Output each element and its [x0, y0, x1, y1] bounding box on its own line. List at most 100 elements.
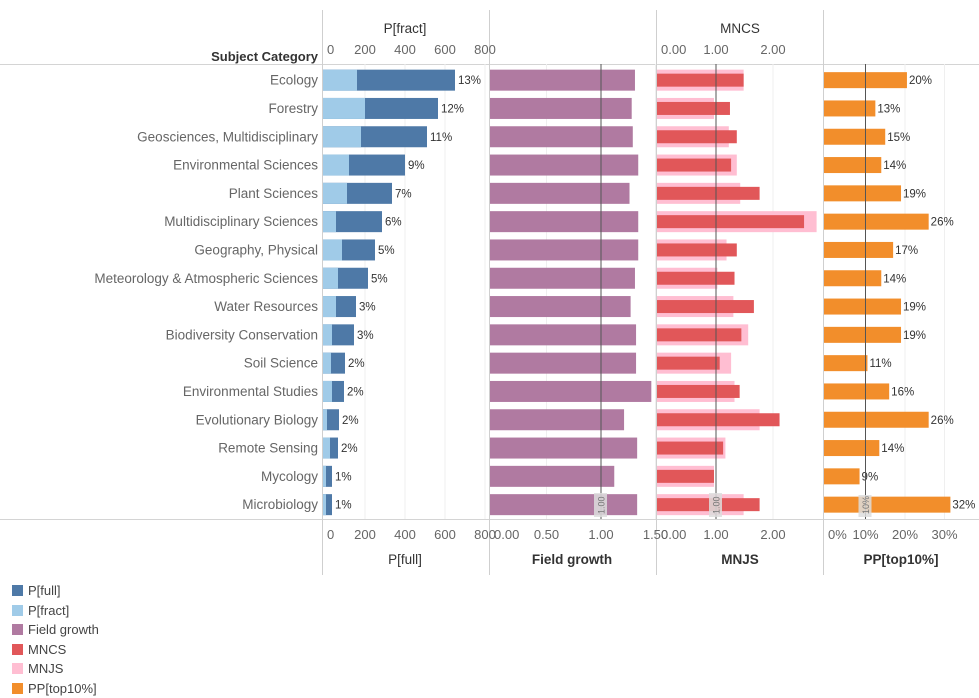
p-fract-bar	[323, 494, 326, 515]
legend-swatch	[12, 644, 23, 655]
mncs-top-title: MNCS	[720, 21, 760, 36]
pp-data-label: 15%	[887, 132, 910, 144]
growth-bottom-tick-label: 0.00	[494, 527, 519, 542]
p-data-label: 11%	[430, 132, 452, 144]
category-label: Water Resources	[214, 299, 318, 314]
growth-bar	[490, 211, 638, 232]
category-label: Geosciences, Multidisciplinary	[137, 129, 318, 144]
pp-ref-label: 10%	[861, 496, 871, 514]
growth-bottom-tick-label: 0.50	[534, 527, 559, 542]
pp-bar	[824, 214, 929, 230]
growth-bar	[490, 466, 614, 487]
pp-data-label: 14%	[881, 443, 904, 455]
legend-label: Field growth	[28, 622, 99, 637]
mncs-top-tick-label: 2.00	[760, 42, 785, 57]
p-data-label: 5%	[371, 273, 388, 285]
growth-bar	[490, 239, 638, 260]
mncs-bar	[657, 328, 741, 341]
category-label: Soil Science	[244, 356, 318, 371]
growth-bar	[490, 183, 630, 204]
p-data-label: 7%	[395, 188, 412, 200]
growth-bar	[490, 353, 636, 374]
pp-bar	[824, 157, 881, 173]
legend-item[interactable]: P[fract]	[12, 601, 99, 621]
category-label: Microbiology	[242, 497, 318, 512]
pp-data-label: 26%	[931, 415, 954, 427]
growth-ref-label: 1.00	[597, 496, 607, 514]
pp-data-label: 20%	[909, 75, 932, 87]
pp-data-label: 14%	[883, 160, 906, 172]
growth-bottom-title: Field growth	[532, 552, 612, 567]
mncs-bar	[657, 187, 760, 200]
p-data-label: 1%	[335, 500, 352, 512]
p-fract-bar	[323, 70, 357, 91]
pp-bar	[824, 270, 881, 286]
legend-label: P[full]	[28, 583, 61, 598]
mncs-bar	[657, 159, 731, 172]
mncs-bar	[657, 442, 723, 455]
pp-data-label: 32%	[952, 500, 975, 512]
category-label: Plant Sciences	[229, 186, 319, 201]
mncs-bar	[657, 357, 720, 370]
p-data-label: 3%	[359, 302, 376, 314]
growth-bar	[490, 155, 638, 176]
category-label: Environmental Studies	[183, 384, 318, 399]
growth-bar	[490, 494, 637, 515]
category-label: Geography, Physical	[194, 242, 318, 257]
p-data-label: 9%	[408, 160, 425, 172]
category-label: Ecology	[270, 73, 318, 88]
growth-bar	[490, 409, 624, 430]
mncs-bottom-tick-label: 0.00	[661, 527, 686, 542]
p-data-label: 2%	[342, 415, 359, 427]
mncs-top-tick-label: 1.00	[703, 42, 728, 57]
growth-bar	[490, 324, 636, 345]
legend-swatch	[12, 605, 23, 616]
growth-bottom-tick-label: 1.00	[588, 527, 613, 542]
pp-bottom-tick-label: 0%	[828, 527, 847, 542]
p-top-tick-label: 800	[474, 42, 496, 57]
pp-bar	[824, 327, 901, 343]
mncs-ref-label: 1.00	[712, 496, 722, 514]
mncs-bottom-tick-label: 2.00	[760, 527, 785, 542]
category-label: Meteorology & Atmospheric Sciences	[94, 271, 318, 286]
p-top-tick-label: 0	[327, 42, 334, 57]
mncs-bar	[657, 413, 780, 426]
p-bottom-tick-label: 400	[394, 527, 416, 542]
p-fract-bar	[323, 239, 342, 260]
mncs-bar	[657, 130, 737, 143]
growth-bar	[490, 438, 637, 459]
pp-bar	[824, 497, 950, 513]
legend-label: MNCS	[28, 642, 66, 657]
mncs-bar	[657, 498, 760, 511]
legend-item[interactable]: MNCS	[12, 640, 99, 660]
pp-bar	[824, 355, 867, 371]
pp-data-label: 11%	[869, 358, 891, 370]
pp-bar	[824, 440, 879, 456]
pp-bar	[824, 383, 889, 399]
p-fract-bar	[323, 98, 365, 119]
legend-label: MNJS	[28, 661, 63, 676]
pp-bar	[824, 412, 929, 428]
row-header: Subject Category	[211, 49, 319, 64]
mncs-bar	[657, 470, 714, 483]
pp-bar	[824, 468, 860, 484]
p-top-tick-label: 200	[354, 42, 376, 57]
pp-data-label: 9%	[862, 471, 879, 483]
legend-item[interactable]: MNJS	[12, 659, 99, 679]
legend-swatch	[12, 663, 23, 674]
p-fract-bar	[323, 211, 336, 232]
p-data-label: 1%	[335, 471, 352, 483]
pp-data-label: 13%	[877, 103, 900, 115]
legend-item[interactable]: PP[top10%]	[12, 679, 99, 698]
p-top-tick-label: 400	[394, 42, 416, 57]
growth-bar	[490, 126, 633, 147]
p-data-label: 12%	[441, 103, 464, 115]
growth-bar	[490, 381, 651, 402]
p-data-label: 3%	[357, 330, 374, 342]
category-label: Biodiversity Conservation	[166, 327, 318, 342]
mncs-bar	[657, 385, 740, 398]
mncs-top-tick-label: 0.00	[661, 42, 686, 57]
legend-item[interactable]: P[full]	[12, 581, 99, 601]
legend-item[interactable]: Field growth	[12, 620, 99, 640]
category-label: Evolutionary Biology	[196, 412, 319, 427]
